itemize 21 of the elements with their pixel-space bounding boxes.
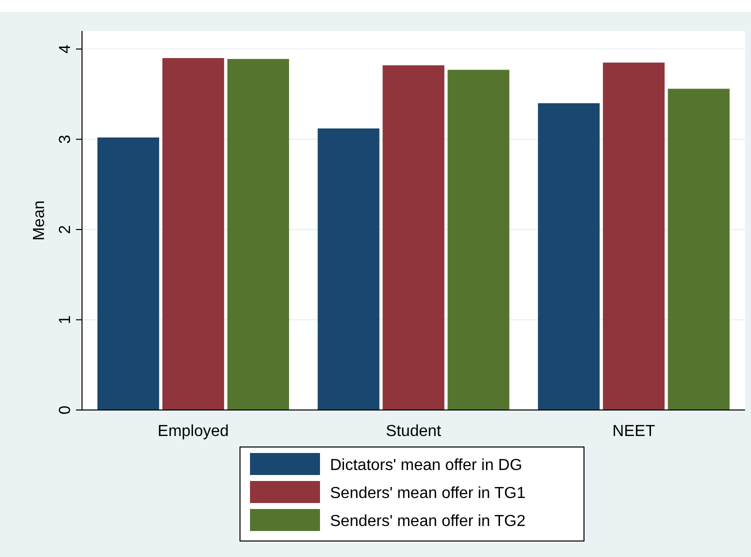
y-tick-label: 1: [57, 315, 74, 324]
y-axis-title: Mean: [31, 200, 48, 241]
bar: [162, 58, 224, 410]
y-tick-label: 2: [57, 224, 74, 234]
bar: [227, 58, 290, 410]
legend-label: Dictators' mean offer in DG: [330, 457, 522, 474]
bar: [382, 65, 444, 410]
bar: [602, 62, 665, 410]
x-tick-label: Student: [386, 423, 442, 440]
legend-label: Senders' mean offer in TG2: [330, 513, 526, 530]
bar: [538, 103, 600, 410]
bar: [97, 137, 160, 410]
bar: [318, 128, 380, 410]
legend-label: Senders' mean offer in TG1: [330, 485, 526, 502]
x-tick-label: NEET: [612, 423, 656, 440]
y-tick-label: 4: [57, 44, 74, 54]
x-tick-label: Employed: [158, 423, 229, 440]
bar: [448, 70, 510, 410]
y-tick-label: 0: [57, 405, 74, 414]
bar: [668, 88, 730, 410]
y-tick-label: 3: [57, 134, 74, 144]
